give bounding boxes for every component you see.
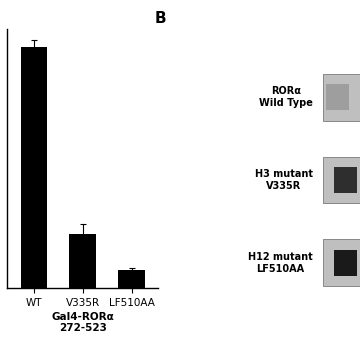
Bar (118, 270, 145, 288)
Bar (326, 84, 349, 110)
Bar (334, 167, 357, 193)
Text: B: B (155, 11, 166, 26)
Bar (323, 74, 360, 121)
Text: H12 mutant
LF510AA: H12 mutant LF510AA (248, 252, 313, 274)
Text: RORα
Wild Type: RORα Wild Type (259, 86, 313, 108)
X-axis label: Gal4-RORα
272-523: Gal4-RORα 272-523 (51, 312, 114, 333)
Bar (21, 47, 48, 288)
Bar (334, 250, 357, 276)
Text: H3 mutant
V335R: H3 mutant V335R (255, 169, 313, 191)
Bar (323, 239, 360, 286)
Bar (69, 234, 96, 288)
Bar (323, 157, 360, 203)
